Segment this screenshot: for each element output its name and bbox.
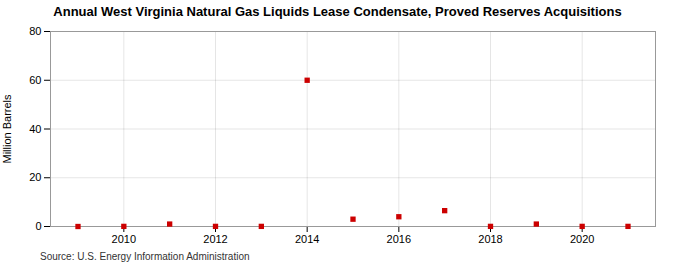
- svg-text:2012: 2012: [203, 233, 227, 245]
- html-text:Annual West Virginia Natural G: Annual West Virginia Natural Gas Liquids…: [53, 4, 622, 19]
- svg-text:2016: 2016: [387, 233, 411, 245]
- svg-text:60: 60: [29, 74, 41, 86]
- svg-text:2010: 2010: [112, 233, 136, 245]
- svg-text:2018: 2018: [478, 233, 502, 245]
- svg-text:0: 0: [35, 220, 41, 232]
- svg-text:2014: 2014: [295, 233, 319, 245]
- svg-text:20: 20: [29, 171, 41, 183]
- svg-text:2020: 2020: [570, 233, 594, 245]
- svg-text:80: 80: [29, 25, 41, 37]
- html-text:Source: U.S. Energy Informatio: Source: U.S. Energy Information Administ…: [40, 251, 250, 262]
- svg-text:Million Barrels: Million Barrels: [1, 94, 13, 164]
- svg-text:40: 40: [29, 123, 41, 135]
